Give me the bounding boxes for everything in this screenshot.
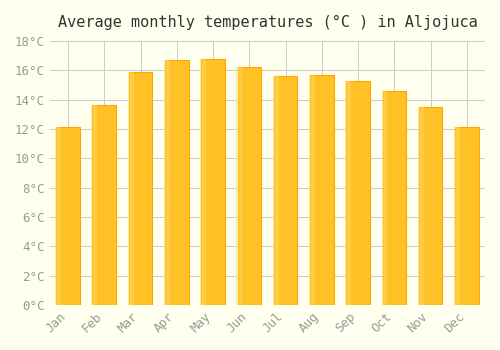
Bar <box>309 75 315 305</box>
Bar <box>418 107 424 305</box>
Bar <box>128 72 152 305</box>
Bar <box>202 58 225 305</box>
Bar <box>92 105 98 305</box>
Bar <box>128 72 134 305</box>
Bar <box>382 91 388 305</box>
Bar <box>236 67 242 305</box>
Bar <box>165 60 188 305</box>
Bar <box>455 127 478 305</box>
Bar <box>310 75 334 305</box>
Bar <box>92 105 116 305</box>
Bar <box>346 80 370 305</box>
Bar <box>55 127 61 305</box>
Bar <box>56 127 80 305</box>
Bar <box>382 91 406 305</box>
Bar <box>454 127 460 305</box>
Bar <box>274 76 297 305</box>
Bar <box>164 60 170 305</box>
Bar <box>238 67 261 305</box>
Title: Average monthly temperatures (°C ) in Aljojuca: Average monthly temperatures (°C ) in Al… <box>58 15 478 30</box>
Bar <box>200 58 206 305</box>
Bar <box>345 80 351 305</box>
Bar <box>419 107 442 305</box>
Bar <box>272 76 278 305</box>
